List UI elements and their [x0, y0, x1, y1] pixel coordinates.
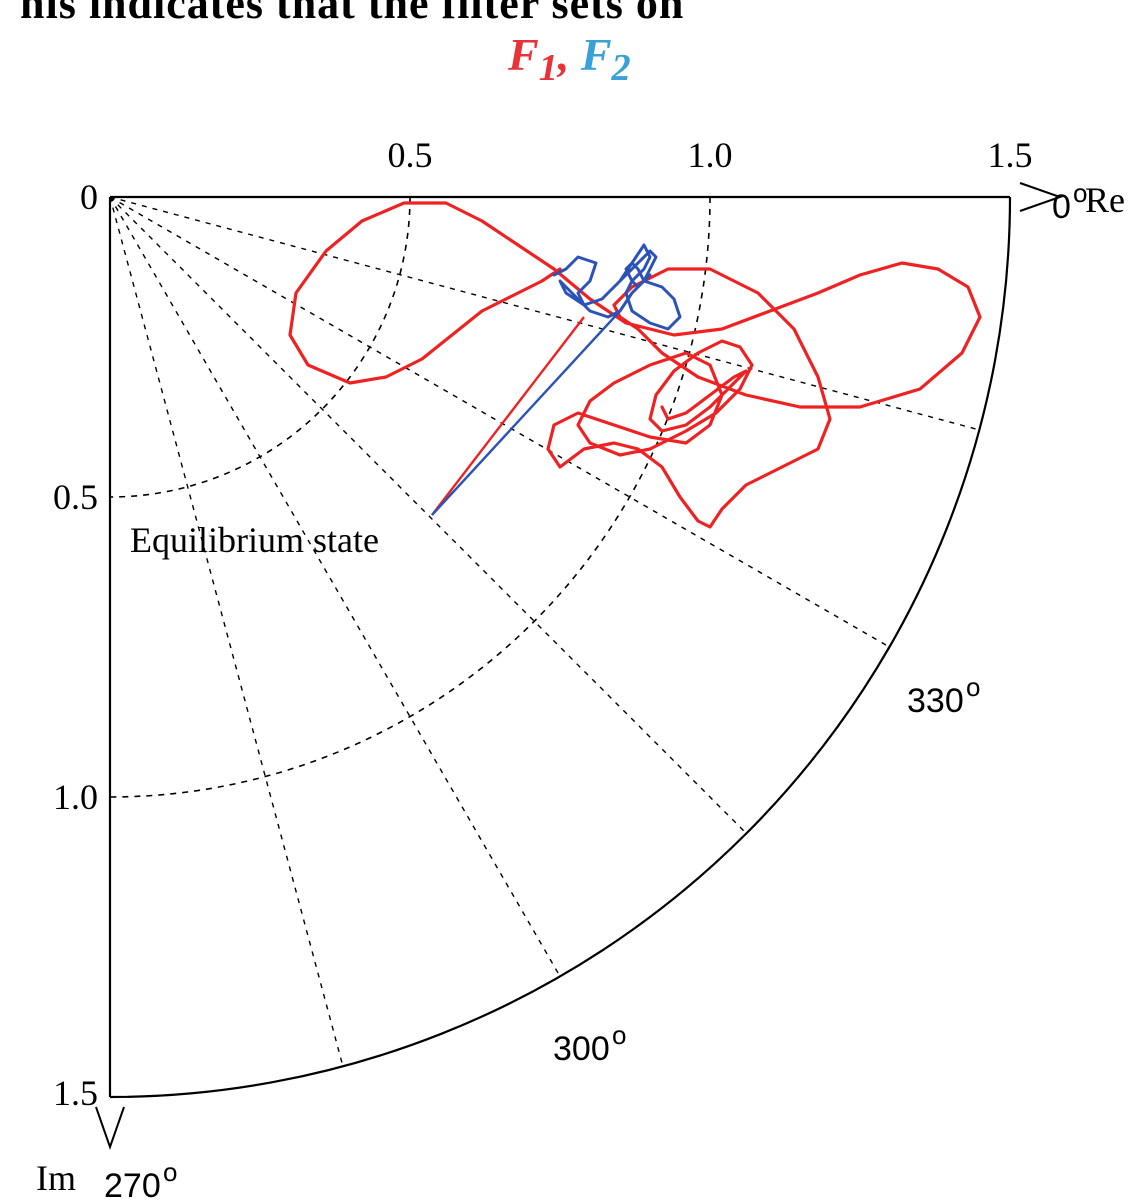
degree-symbol: o — [163, 1157, 177, 1187]
title-separator: , — [557, 29, 581, 80]
chart-labels: Equilibrium state 0.5 1.0 1.5 0 0.5 1.0 1.5 Re Im… — [36, 135, 1125, 1203]
chart-grid — [109, 196, 980, 1067]
angle-label-0: 0 — [1052, 188, 1071, 226]
title-f1: F1 — [508, 29, 558, 90]
degree-symbol: o — [966, 672, 980, 702]
x-tick-label: 1.5 — [988, 135, 1033, 175]
real-axis-arrow — [1019, 182, 1064, 212]
y-tick-label: 1.0 — [53, 777, 98, 817]
angle-label-300: 300 — [553, 1030, 610, 1068]
imag-axis-arrow — [95, 1106, 125, 1151]
chart-title: F1, F2 — [508, 28, 631, 90]
y-tick-label: 0 — [80, 177, 98, 217]
header-fragment: his indicates that the filter sets on — [20, 0, 685, 28]
real-axis-label: Re — [1085, 180, 1125, 220]
angle-label-270: 270 — [104, 1167, 161, 1203]
y-tick-label: 1.5 — [53, 1073, 98, 1113]
degree-symbol: o — [1073, 178, 1087, 208]
annotation-label: Equilibrium state — [130, 520, 379, 560]
angle-label-330: 330 — [907, 682, 964, 720]
series-f2-line — [552, 243, 682, 331]
grid-circle-arc — [109, 196, 711, 798]
x-tick-label: 0.5 — [388, 135, 433, 175]
grid-radial-line — [109, 196, 344, 1067]
series-f1-line — [288, 201, 982, 529]
chart-plot — [288, 201, 982, 529]
grid-circle-arc — [109, 196, 411, 498]
y-tick-label: 0.5 — [53, 477, 98, 517]
grid-radial-line — [109, 196, 890, 648]
imag-axis-label: Im — [36, 1158, 76, 1198]
annotation-f2-leader — [431, 310, 621, 516]
annotation-f1-leader — [431, 316, 585, 516]
title-f2: F2 — [580, 29, 631, 90]
degree-symbol: o — [612, 1020, 626, 1050]
chart-frame — [95, 182, 1064, 1151]
x-tick-label: 1.0 — [688, 135, 733, 175]
grid-radial-line — [109, 196, 747, 834]
grid-radial-line — [109, 196, 980, 431]
outer-arc — [109, 196, 1012, 1099]
grid-radial-line — [109, 196, 561, 977]
